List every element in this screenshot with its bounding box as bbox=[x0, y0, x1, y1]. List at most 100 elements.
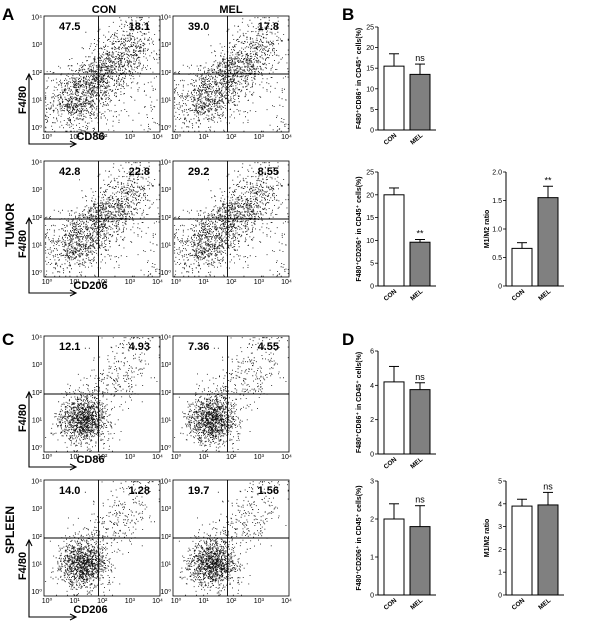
x-decade-label: 10¹ bbox=[70, 134, 81, 141]
y-tick-label: 2 bbox=[370, 417, 374, 424]
event-dots bbox=[174, 337, 289, 452]
y-decade-label: 10⁰ bbox=[160, 444, 171, 452]
upper-left-percent: 47.5 bbox=[59, 21, 80, 33]
x-decade-label: 10⁴ bbox=[281, 598, 292, 605]
y-decade-label: 10³ bbox=[32, 506, 43, 513]
y-decade-label: 10¹ bbox=[32, 242, 43, 249]
y-tick-label: 2 bbox=[498, 547, 502, 554]
bar-con bbox=[383, 194, 405, 287]
x-decade-label: 10⁴ bbox=[152, 598, 163, 605]
axis-arrows-spleen-cd206: F4/80 CD206 bbox=[17, 538, 108, 621]
bar-con bbox=[383, 65, 405, 131]
y-axis-label-f480: F4/80 bbox=[17, 552, 29, 580]
bar-chart-d3: 0 1 2 3 4 5 M1/M2 ratio CON ns MEL bbox=[484, 479, 564, 612]
y-decade-label: 10³ bbox=[161, 362, 172, 369]
y-tick-label: 0 bbox=[370, 593, 374, 600]
arrowhead-right bbox=[69, 463, 78, 471]
y-tick-label: 20 bbox=[366, 45, 374, 52]
upper-left-percent: 14.0 bbox=[59, 485, 80, 497]
y-decade-label: 10² bbox=[32, 215, 43, 222]
y-decade-label: 10¹ bbox=[161, 561, 172, 568]
y-decade-label: 10⁰ bbox=[160, 269, 171, 277]
x-decade-label: 10⁴ bbox=[281, 454, 292, 461]
x-decade-label: 10⁰ bbox=[171, 597, 182, 605]
x-decade-label: 10² bbox=[226, 279, 237, 286]
y-decade-label: 10² bbox=[161, 70, 172, 77]
y-axis-title: M1/M2 ratio bbox=[484, 210, 491, 249]
panel-label-d: D bbox=[342, 330, 354, 349]
y-decade-label: 10¹ bbox=[161, 242, 172, 249]
x-decade-label: 10¹ bbox=[199, 598, 210, 605]
upper-left-percent: 29.2 bbox=[188, 166, 209, 178]
upper-left-percent: 12.1 bbox=[59, 341, 80, 353]
upper-right-percent: 4.93 bbox=[129, 341, 150, 353]
y-decade-label: 10⁰ bbox=[31, 444, 42, 452]
bar-mel bbox=[409, 73, 431, 131]
arrowhead-up bbox=[25, 390, 33, 399]
y-decade-label: 10⁰ bbox=[31, 588, 42, 596]
y-decade-label: 10⁴ bbox=[31, 479, 42, 486]
column-heading-mel: MEL bbox=[219, 4, 243, 16]
x-decade-label: 10² bbox=[226, 454, 237, 461]
x-axis-label: CD206 bbox=[73, 280, 107, 292]
category-label: CON bbox=[383, 456, 399, 471]
y-decade-label: 10⁰ bbox=[31, 269, 42, 277]
x-axis-label: CD206 bbox=[73, 604, 107, 616]
category-label: CON bbox=[511, 288, 527, 303]
bar-con bbox=[511, 505, 533, 596]
y-tick-label: 5 bbox=[498, 479, 502, 486]
arrowhead-up bbox=[25, 538, 33, 547]
y-axis-label-f480: F4/80 bbox=[17, 86, 29, 114]
y-tick-label: 2.0 bbox=[492, 170, 502, 177]
x-decade-label: 10⁰ bbox=[42, 453, 53, 461]
y-tick-label: 1 bbox=[370, 555, 374, 562]
x-decade-label: 10² bbox=[97, 598, 108, 605]
upper-right-percent: 1.56 bbox=[258, 485, 279, 497]
y-tick-label: 25 bbox=[366, 25, 374, 32]
row-label-tumor: TUMOR bbox=[3, 203, 17, 247]
y-tick-label: 25 bbox=[366, 170, 374, 177]
y-decade-label: 10⁰ bbox=[160, 588, 171, 596]
arrowhead-right bbox=[69, 289, 78, 297]
y-tick-label: 0 bbox=[370, 452, 374, 459]
y-tick-label: 20 bbox=[366, 192, 374, 199]
y-tick-label: 0 bbox=[498, 284, 502, 291]
x-decade-label: 10⁰ bbox=[42, 278, 53, 286]
bar-chart-d1: 0 2 4 6 F480⁺CD86⁺ in CD45⁺ cells(%) CON ns MEL bbox=[355, 349, 436, 471]
axis-arrow-lines bbox=[28, 540, 76, 618]
panel-label-c: C bbox=[2, 330, 14, 349]
y-decade-label: 10² bbox=[161, 215, 172, 222]
y-decade-label: 10¹ bbox=[32, 561, 43, 568]
y-tick-label: 15 bbox=[366, 66, 374, 73]
y-decade-label: 10⁰ bbox=[160, 124, 171, 132]
significance-label: ns bbox=[543, 481, 553, 491]
y-decade-label: 10² bbox=[161, 534, 172, 541]
y-decade-label: 10² bbox=[161, 390, 172, 397]
y-tick-label: 4 bbox=[498, 501, 502, 508]
bar-con bbox=[383, 381, 405, 455]
panel-label-b: B bbox=[342, 5, 354, 24]
upper-right-percent: 22.8 bbox=[129, 166, 150, 178]
x-decade-label: 10⁰ bbox=[171, 133, 182, 141]
x-decade-label: 10³ bbox=[254, 279, 265, 286]
y-decade-label: 10³ bbox=[161, 42, 172, 49]
y-decade-label: 10³ bbox=[32, 362, 43, 369]
y-tick-label: 3 bbox=[370, 479, 374, 486]
category-label: CON bbox=[383, 597, 399, 612]
category-label: MEL bbox=[409, 597, 424, 611]
x-decade-label: 10² bbox=[97, 134, 108, 141]
y-tick-label: 0 bbox=[370, 284, 374, 291]
flow-axis-labels: F4/80 CD86 F4/80 CD206 F4/80 CD86 F4/80 CD206 bbox=[17, 72, 108, 621]
arrowhead-right bbox=[69, 613, 78, 621]
category-label: CON bbox=[383, 288, 399, 303]
bar-mel bbox=[409, 526, 431, 596]
y-tick-label: 1.0 bbox=[492, 227, 502, 234]
x-decade-label: 10² bbox=[226, 134, 237, 141]
bar-mel bbox=[409, 241, 431, 287]
upper-left-percent: 19.7 bbox=[188, 485, 209, 497]
y-decade-label: 10¹ bbox=[161, 97, 172, 104]
